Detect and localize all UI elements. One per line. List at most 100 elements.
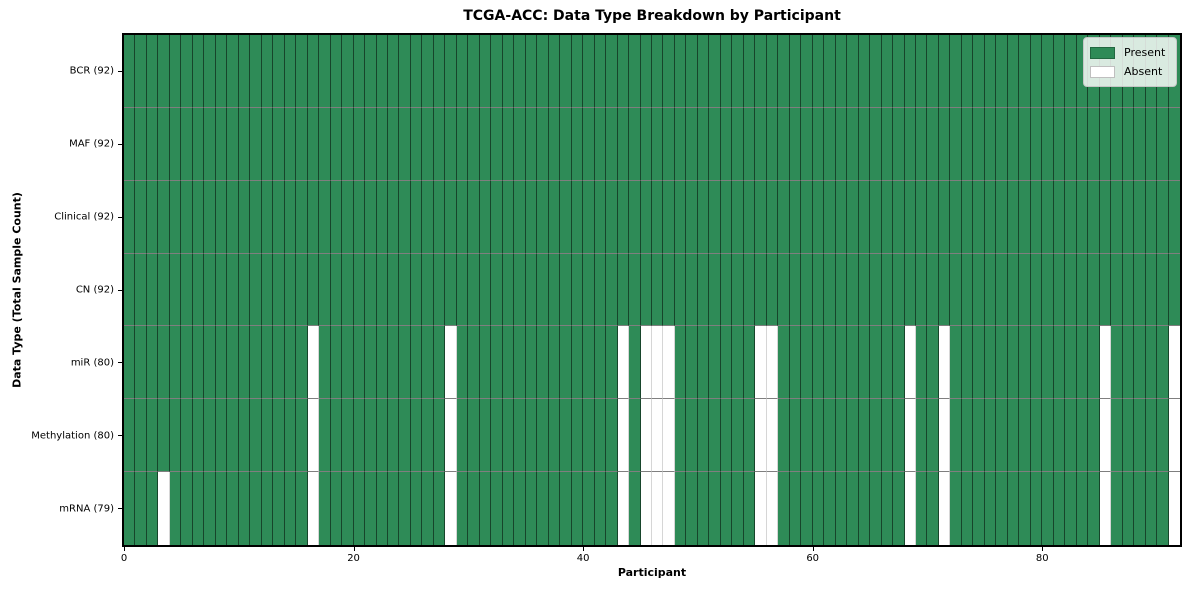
heatmap-cell — [755, 107, 767, 181]
heatmap-cell — [870, 326, 882, 400]
heatmap-cell — [204, 107, 216, 181]
heatmap-cell — [433, 326, 446, 400]
heatmap-cell — [766, 35, 779, 108]
heatmap-cell — [950, 326, 962, 400]
x-tick-mark — [124, 547, 125, 551]
heatmap-cell — [284, 180, 297, 254]
heatmap-cell — [342, 107, 354, 181]
heatmap-cell — [468, 253, 480, 327]
heatmap-cell — [938, 180, 951, 254]
heatmap-cell — [365, 472, 377, 545]
heatmap-cell — [835, 180, 848, 254]
heatmap-cell — [1168, 399, 1180, 473]
heatmap-cell — [835, 253, 848, 327]
heatmap-cell — [468, 326, 480, 400]
heatmap-cell — [491, 326, 503, 400]
heatmap-cell — [342, 180, 354, 254]
heatmap-cell — [227, 472, 239, 545]
heatmap-cell — [204, 399, 216, 473]
heatmap-cell — [629, 399, 641, 473]
heatmap-cell — [594, 180, 607, 254]
heatmap-cell — [433, 107, 446, 181]
heatmap-cell — [996, 253, 1008, 327]
heatmap-cell — [1007, 107, 1020, 181]
heatmap-cell — [801, 253, 813, 327]
heatmap-cell — [491, 253, 503, 327]
heatmap-cell — [916, 472, 928, 545]
heatmap-cell — [215, 326, 228, 400]
heatmap-cell — [445, 35, 457, 108]
heatmap-cell — [824, 399, 836, 473]
heatmap-cell — [973, 399, 985, 473]
heatmap-cell — [376, 399, 388, 473]
heatmap-cell — [1099, 180, 1112, 254]
heatmap-cell — [1076, 180, 1089, 254]
heatmap-cell — [617, 472, 630, 545]
heatmap-cell — [273, 399, 285, 473]
heatmap-cell — [319, 253, 331, 327]
heatmap-cell — [353, 399, 366, 473]
heatmap-cell — [1007, 253, 1020, 327]
heatmap-cell — [594, 326, 607, 400]
heatmap-cell — [766, 472, 779, 545]
heatmap-cell — [181, 253, 193, 327]
heatmap-cell — [720, 180, 733, 254]
heatmap-cell — [984, 107, 997, 181]
heatmap-cell — [514, 472, 526, 545]
heatmap-cell — [296, 399, 308, 473]
heatmap-cell — [629, 35, 641, 108]
heatmap-cell — [709, 253, 721, 327]
heatmap-cell — [1042, 326, 1054, 400]
heatmap-cell — [319, 180, 331, 254]
heatmap-cell — [433, 399, 446, 473]
heatmap-cell — [537, 107, 549, 181]
heatmap-cell — [1019, 180, 1031, 254]
heatmap-cell — [330, 253, 343, 327]
heatmap-cell — [1145, 326, 1158, 400]
heatmap-cell — [1168, 472, 1180, 545]
heatmap-cell — [617, 180, 630, 254]
heatmap-cell — [1019, 472, 1031, 545]
heatmap-cell — [778, 107, 790, 181]
heatmap-cell — [261, 399, 274, 473]
heatmap-cell — [950, 180, 962, 254]
heatmap-cell — [1030, 399, 1043, 473]
heatmap-cell — [330, 472, 343, 545]
heatmap-cell — [1065, 326, 1077, 400]
chart-title: TCGA-ACC: Data Type Breakdown by Partici… — [463, 8, 841, 24]
heatmap-cell — [571, 399, 584, 473]
heatmap-cell — [525, 326, 538, 400]
y-tick-label: MAF (92) — [69, 138, 114, 150]
heatmap-cell — [1088, 180, 1100, 254]
heatmap-cell — [973, 253, 985, 327]
heatmap-cell — [560, 180, 572, 254]
y-tick-mark — [118, 216, 122, 218]
heatmap-cell — [571, 35, 584, 108]
heatmap-cell — [250, 399, 262, 473]
heatmap-cell — [743, 326, 756, 400]
legend-swatch-absent-icon — [1090, 65, 1115, 78]
heatmap-cell — [904, 253, 916, 327]
heatmap-cell — [686, 399, 698, 473]
heatmap-cell — [514, 326, 526, 400]
heatmap-cell — [514, 180, 526, 254]
heatmap-cell — [801, 399, 813, 473]
heatmap-cell — [215, 107, 228, 181]
heatmap-cell — [835, 107, 848, 181]
heatmap-cell — [1019, 326, 1031, 400]
heatmap-cell — [250, 253, 262, 327]
heatmap-cell — [1053, 253, 1066, 327]
heatmap-cell — [973, 472, 985, 545]
heatmap-cell — [778, 35, 790, 108]
heatmap-cell — [663, 107, 675, 181]
heatmap-cell — [927, 253, 939, 327]
heatmap-cell — [1088, 107, 1100, 181]
heatmap-cell — [261, 253, 274, 327]
heatmap-cell — [548, 107, 561, 181]
heatmap-cell — [330, 399, 343, 473]
heatmap-cell — [215, 35, 228, 108]
heatmap-cell — [697, 180, 710, 254]
heatmap-cell — [1065, 472, 1077, 545]
heatmap-cell — [376, 253, 388, 327]
heatmap-cell — [1134, 399, 1146, 473]
